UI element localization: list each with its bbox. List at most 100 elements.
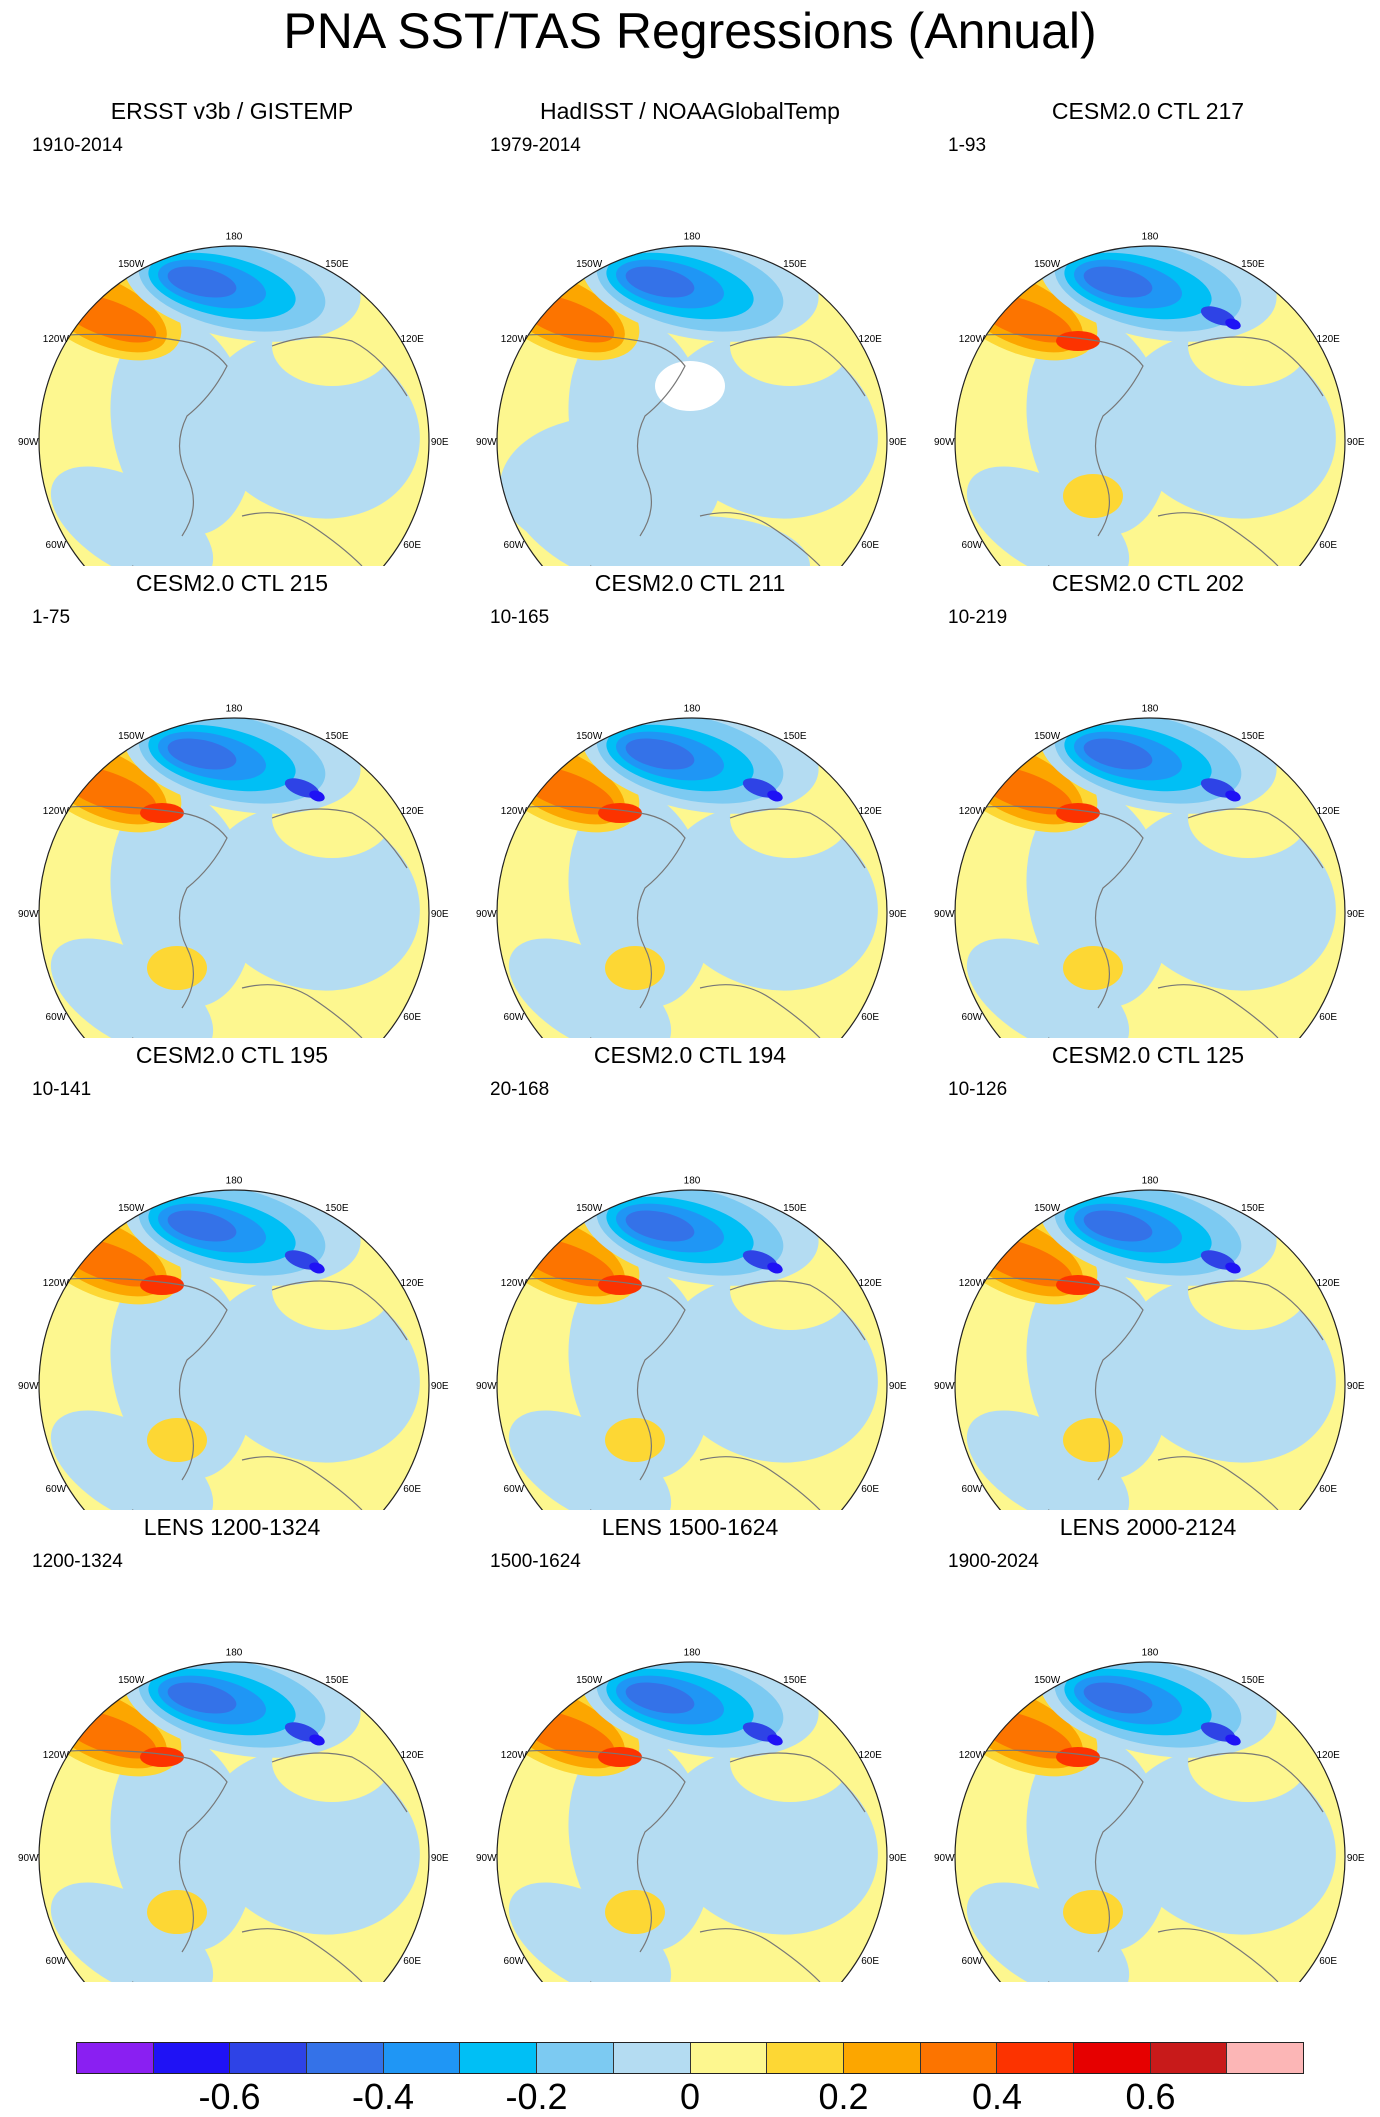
cold-kamchatka-core — [309, 1734, 325, 1746]
map-panel: 180150E120E90E60E30E030W60W90W120W150WCE… — [470, 568, 910, 1038]
warm-band-core — [140, 803, 184, 823]
longitude-label: 180 — [684, 231, 701, 242]
panel-title: LENS 2000-2124 — [1059, 1514, 1237, 1540]
map-panel: 180150E120E90E60E30E030W60W90W120W150WCE… — [470, 1040, 910, 1510]
coastline — [967, 1277, 1324, 1510]
longitude-label: 120E — [400, 1278, 424, 1289]
neg-region-arctic-america — [568, 1732, 712, 1952]
longitude-label: 180 — [226, 231, 243, 242]
longitude-label: 150E — [325, 1675, 349, 1686]
longitude-label: 180 — [684, 1647, 701, 1658]
longitude-label: 120W — [43, 1278, 70, 1289]
warm-band-core — [598, 803, 642, 823]
colorbar-tick-label: 0.2 — [818, 2076, 869, 2117]
longitude-label: 60W — [962, 1484, 983, 1495]
longitude-label: 150E — [783, 1675, 807, 1686]
colorbar-cell — [230, 2043, 308, 2073]
longitude-label: 120E — [1316, 1750, 1340, 1761]
panel-period: 1200-1324 — [32, 1551, 123, 1572]
longitude-label: 120W — [43, 334, 70, 345]
colorbar-cell — [613, 2043, 691, 2073]
panel-period: 20-168 — [490, 1079, 550, 1100]
longitude-label: 120W — [501, 1750, 528, 1761]
cold-kamchatka-core — [1225, 1262, 1241, 1274]
colorbar — [76, 2042, 1304, 2074]
cold-kamchatka-core — [1225, 318, 1241, 330]
longitude-label: 60W — [504, 1484, 525, 1495]
map-border — [38, 1661, 430, 1982]
panel-period: 1900-2024 — [948, 1551, 1039, 1572]
longitude-label: 60W — [46, 1956, 67, 1967]
longitude-label: 180 — [1142, 1647, 1159, 1658]
longitude-label: 90E — [889, 1381, 907, 1392]
figure-title: PNA SST/TAS Regressions (Annual) — [283, 3, 1097, 59]
warm-band-core — [1056, 803, 1100, 823]
colorbar-cell — [537, 2043, 614, 2073]
longitude-label: 120E — [858, 1278, 882, 1289]
colorbar-cell — [77, 2043, 154, 2073]
neg-region-south — [590, 516, 810, 566]
cold-pacific-core — [167, 738, 237, 770]
map-border — [38, 717, 430, 1038]
longitude-label: 150W — [576, 731, 603, 742]
longitude-label: 150W — [1034, 1675, 1061, 1686]
polar-map: 180150E120E90E60E30E030W60W90W120W150W — [476, 1647, 907, 1982]
coastline — [509, 1749, 866, 1982]
neg-region-arctic-america — [110, 1732, 254, 1952]
longitude-label: 90W — [934, 1381, 955, 1392]
cold-kamchatka-core — [767, 1734, 783, 1746]
cold-pacific-core — [167, 1682, 237, 1714]
polar-map: 180150E120E90E60E30E030W60W90W120W150W — [18, 1175, 449, 1510]
polar-map: 180150E120E90E60E30E030W60W90W120W150W — [476, 703, 907, 1038]
longitude-label: 60E — [403, 1012, 421, 1023]
map-border — [496, 245, 888, 566]
panel-period: 1979-2014 — [490, 135, 581, 156]
map-panel: 180150E120E90E60E30E030W60W90W120W150WLE… — [928, 1512, 1368, 1982]
longitude-label: 150E — [1241, 1675, 1265, 1686]
longitude-label: 90W — [476, 1853, 497, 1864]
longitude-label: 120W — [43, 1750, 70, 1761]
colorbar-cell — [920, 2043, 998, 2073]
longitude-label: 60W — [46, 1484, 67, 1495]
polar-map: 180150E120E90E60E30E030W60W90W120W150W — [18, 231, 449, 566]
neg-region-eurasia — [204, 1277, 420, 1463]
colorbar-tick-label: 0 — [679, 2076, 701, 2117]
colorbar-cell — [843, 2043, 921, 2073]
neg-region-atlantic — [50, 1410, 214, 1510]
warm-patch-atlantic — [605, 1890, 665, 1934]
longitude-label: 150W — [1034, 1203, 1061, 1214]
longitude-label: 90E — [1347, 909, 1365, 920]
warm-patch-atlantic — [147, 946, 207, 990]
longitude-label: 60E — [861, 1012, 879, 1023]
longitude-label: 60W — [46, 540, 67, 551]
longitude-label: 90E — [431, 437, 449, 448]
warm-band-core — [598, 1747, 642, 1767]
longitude-label: 90W — [18, 909, 39, 920]
polar-map: 180150E120E90E60E30E030W60W90W120W150W — [18, 1647, 449, 1982]
colorbar-cell — [1073, 2043, 1151, 2073]
polar-map: 180150E120E90E60E30E030W60W90W120W150W — [934, 1175, 1365, 1510]
longitude-label: 60W — [962, 1956, 983, 1967]
colorbar-cell — [1150, 2043, 1228, 2073]
longitude-label: 90E — [889, 437, 907, 448]
longitude-label: 150E — [325, 259, 349, 270]
longitude-label: 150E — [1241, 731, 1265, 742]
longitude-label: 180 — [1142, 1175, 1159, 1186]
longitude-label: 120E — [1316, 334, 1340, 345]
longitude-label: 90E — [431, 909, 449, 920]
warm-patch-atlantic — [1063, 1890, 1123, 1934]
polar-map: 180150E120E90E60E30E030W60W90W120W150W — [476, 231, 907, 566]
panel-period: 10-141 — [32, 1079, 92, 1100]
longitude-label: 60W — [504, 1956, 525, 1967]
longitude-label: 150E — [783, 731, 807, 742]
longitude-label: 150E — [325, 1203, 349, 1214]
panel-period: 1500-1624 — [490, 1551, 581, 1572]
map-border — [38, 245, 430, 566]
neg-region-atlantic — [508, 1882, 672, 1982]
neg-region-eurasia — [204, 805, 420, 991]
coastline — [967, 1749, 1324, 1982]
longitude-label: 180 — [1142, 703, 1159, 714]
warm-patch-atlantic — [147, 1890, 207, 1934]
panel-title: CESM2.0 CTL 202 — [1051, 570, 1245, 596]
panel-period: 10-126 — [948, 1079, 1008, 1100]
